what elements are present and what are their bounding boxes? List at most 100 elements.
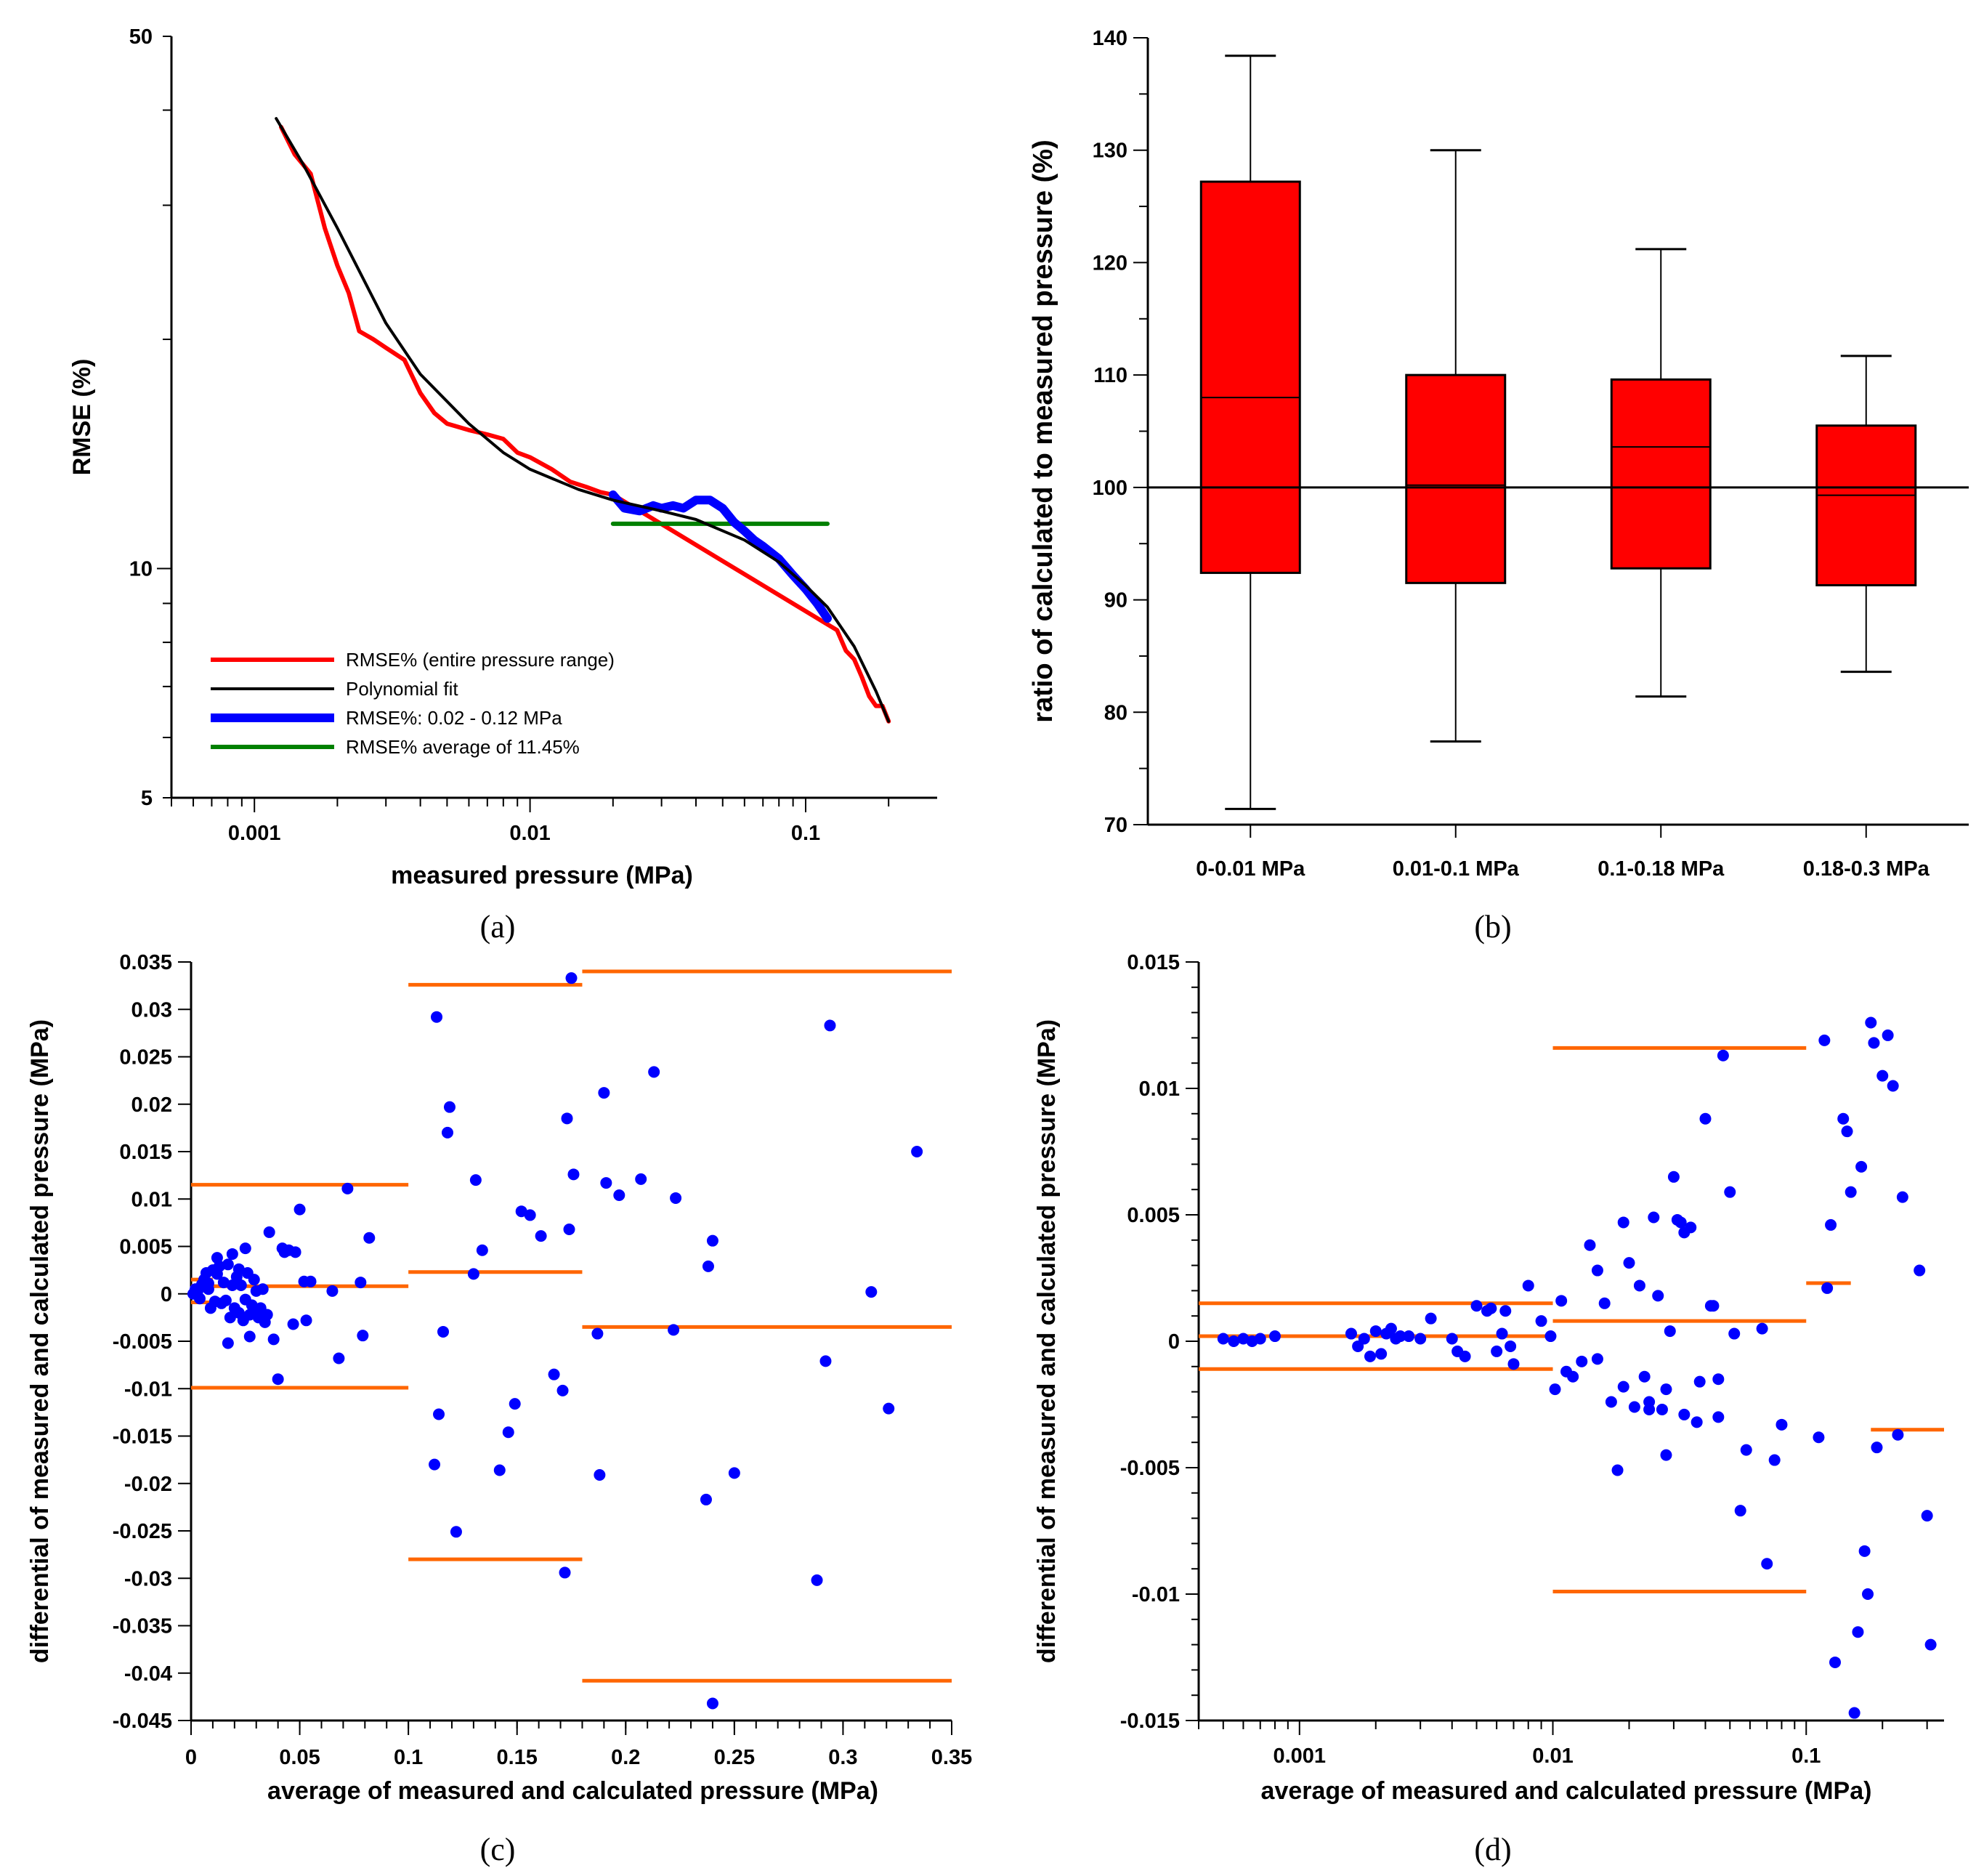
d-data-point [1591, 1264, 1603, 1277]
c-x-tick-label: 0.2 [611, 1746, 640, 1769]
c-data-point [211, 1268, 223, 1280]
c-data-point [824, 1019, 836, 1032]
d-data-point [1576, 1355, 1588, 1367]
d-data-point [1485, 1302, 1497, 1314]
c-y-axis-title: differential of measured and calculated … [26, 1019, 54, 1663]
c-data-point [287, 1318, 299, 1330]
c-data-point [289, 1246, 301, 1258]
d-data-point [1707, 1300, 1720, 1312]
c-data-point [476, 1244, 488, 1256]
c-data-point [706, 1697, 718, 1710]
d-data-point [1345, 1327, 1357, 1340]
c-data-point [524, 1209, 536, 1221]
d-data-point [1643, 1396, 1656, 1408]
c-data-point [635, 1173, 647, 1185]
d-y-tick-label: -0.005 [1120, 1457, 1180, 1480]
d-data-point [1882, 1029, 1894, 1041]
c-data-point [267, 1333, 280, 1346]
c-data-point [443, 1101, 455, 1113]
a-x-tick-label: 0.1 [791, 822, 820, 845]
b-box [1199, 180, 1301, 574]
d-data-point [1254, 1333, 1266, 1345]
d-data-point [1403, 1330, 1415, 1343]
d-x-tick-label: 0.1 [1791, 1744, 1821, 1768]
c-data-point [441, 1126, 453, 1139]
c-y-tick-label: -0.025 [113, 1520, 172, 1543]
d-data-point [1724, 1186, 1736, 1198]
a-polynomial-fit-line [275, 117, 891, 723]
d-data-point [1660, 1383, 1672, 1396]
b-y-tick-label: 140 [1093, 27, 1127, 50]
d-data-point [1699, 1112, 1712, 1125]
c-data-point [272, 1373, 284, 1386]
c-x-tick-label: 0.15 [496, 1746, 537, 1769]
d-data-point [1544, 1330, 1557, 1343]
c-data-point [239, 1242, 251, 1255]
d-data-point [1446, 1333, 1458, 1345]
c-data-point [341, 1182, 354, 1194]
c-data-point [293, 1203, 306, 1216]
c-x-tick-label: 0 [185, 1746, 197, 1769]
d-data-point [1829, 1656, 1841, 1668]
a-panel-label: (a) [480, 909, 516, 945]
c-y-tick-label: 0.02 [131, 1093, 172, 1117]
a-legend-label: RMSE%: 0.02 - 0.12 MPa [346, 707, 562, 729]
d-data-point [1369, 1325, 1382, 1338]
d-data-point [1617, 1216, 1629, 1229]
d-data-point [1728, 1327, 1741, 1340]
d-data-point [1364, 1350, 1376, 1362]
c-data-point [226, 1248, 238, 1260]
d-data-point [1567, 1370, 1579, 1383]
c-data-point [243, 1330, 256, 1343]
c-data-point [357, 1330, 369, 1342]
d-data-point [1470, 1300, 1483, 1312]
c-y-tick-label: -0.03 [124, 1567, 172, 1590]
d-data-point [1813, 1431, 1825, 1444]
b-y-tick-label: 70 [1104, 814, 1127, 837]
a-x-axis-title: measured pressure (MPa) [391, 862, 693, 889]
d-data-point [1228, 1335, 1240, 1347]
d-data-point [1459, 1350, 1471, 1362]
d-data-point [1358, 1333, 1370, 1345]
c-data-point [304, 1275, 317, 1287]
d-data-point [1664, 1325, 1676, 1338]
d-data-point [1921, 1510, 1933, 1522]
d-data-point [1217, 1333, 1229, 1345]
d-data-point [1734, 1505, 1746, 1517]
c-data-point [600, 1177, 612, 1189]
d-y-tick-label: -0.015 [1120, 1710, 1180, 1733]
c-y-tick-label: 0.025 [119, 1046, 172, 1070]
c-data-point [450, 1526, 462, 1538]
c-data-point [668, 1324, 680, 1336]
d-data-point [1914, 1264, 1926, 1277]
d-data-point [1892, 1428, 1904, 1441]
panel-c-linear-scatter: 0 0.05 0.1 0.15 0.2 0.25 0.3 0.35 -0.045 -0.04 -0.… [26, 951, 972, 1867]
d-data-point [1768, 1454, 1781, 1466]
c-x-tick-label: 0.3 [828, 1746, 857, 1769]
d-data-point [1821, 1282, 1834, 1294]
c-data-point [556, 1384, 569, 1396]
b-y-tick-label: 110 [1093, 364, 1127, 387]
d-data-point [1652, 1290, 1664, 1302]
d-data-point [1555, 1295, 1568, 1307]
d-data-point [1876, 1070, 1889, 1082]
d-data-point [1740, 1444, 1752, 1456]
c-data-point [235, 1279, 247, 1292]
d-data-point [1693, 1375, 1706, 1388]
d-data-point [1841, 1125, 1853, 1138]
c-data-point [256, 1283, 269, 1295]
a-series-blue-line [608, 490, 832, 623]
d-panel-label: (d) [1474, 1832, 1511, 1867]
d-data-point [1845, 1186, 1857, 1198]
d-y-tick-label: 0.01 [1139, 1078, 1180, 1101]
c-data-point [429, 1458, 441, 1471]
b-y-tick-label: 120 [1093, 251, 1127, 275]
d-data-point [1852, 1626, 1864, 1638]
d-data-point [1633, 1279, 1645, 1292]
d-data-point [1712, 1411, 1725, 1423]
c-data-point [548, 1368, 560, 1380]
c-y-tick-label: 0.015 [119, 1141, 172, 1164]
d-data-point [1691, 1416, 1703, 1428]
c-data-point [226, 1279, 238, 1292]
d-data-point [1638, 1370, 1651, 1383]
